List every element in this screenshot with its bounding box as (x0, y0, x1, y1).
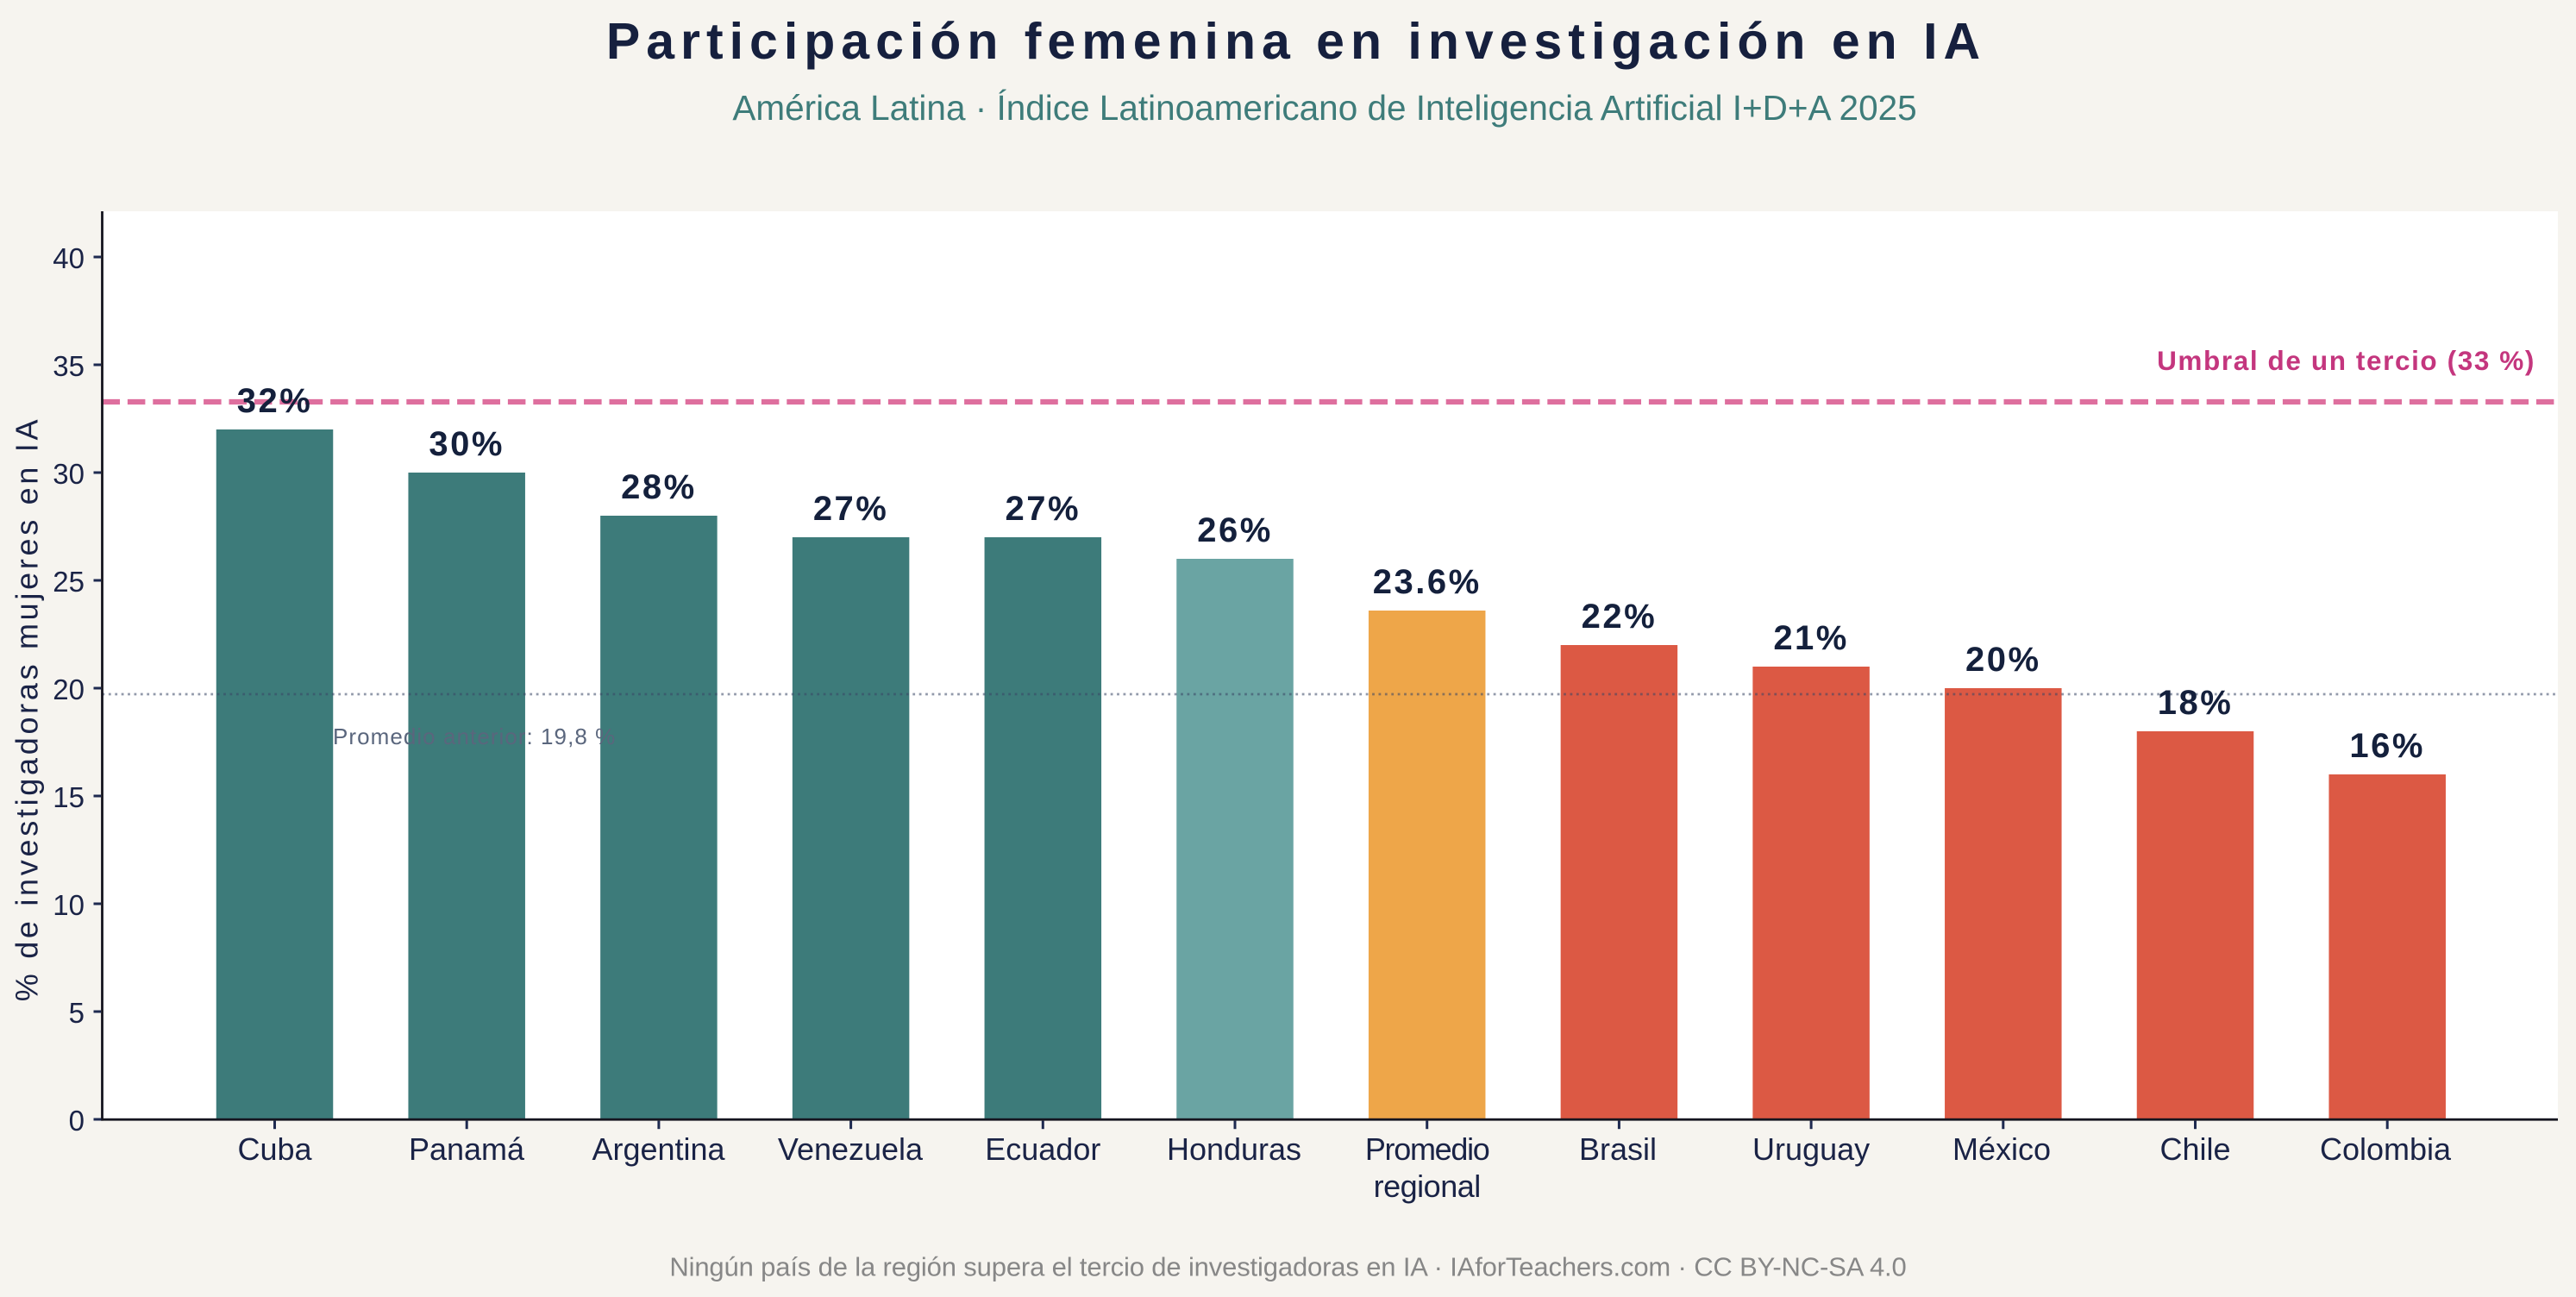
svg-text:10: 10 (53, 889, 85, 921)
svg-text:18%: 18% (2158, 684, 2234, 722)
svg-text:22%: 22% (1582, 598, 1658, 636)
svg-text:20: 20 (53, 674, 85, 705)
svg-text:0: 0 (69, 1105, 85, 1137)
svg-text:América Latina · Índice Latino: América Latina · Índice Latinoamericano … (732, 88, 1916, 128)
svg-text:21%: 21% (1773, 619, 1849, 657)
svg-text:Chile: Chile (2159, 1131, 2230, 1167)
svg-text:32%: 32% (237, 382, 313, 420)
svg-text:Brasil: Brasil (1579, 1131, 1657, 1167)
svg-text:26%: 26% (1197, 511, 1273, 549)
svg-text:30%: 30% (429, 425, 505, 463)
svg-text:México: México (1952, 1131, 2051, 1167)
svg-text:regional: regional (1374, 1169, 1481, 1204)
svg-text:Cuba: Cuba (237, 1131, 312, 1167)
svg-text:Ecuador: Ecuador (985, 1131, 1100, 1167)
svg-text:Argentina: Argentina (592, 1131, 725, 1167)
svg-text:Uruguay: Uruguay (1752, 1131, 1870, 1167)
svg-text:Panamá: Panamá (409, 1131, 525, 1167)
svg-text:5: 5 (69, 997, 85, 1029)
svg-text:40: 40 (53, 242, 85, 274)
svg-text:28%: 28% (621, 468, 697, 506)
svg-text:Promedio anterior: 19,8 %: Promedio anterior: 19,8 % (333, 724, 616, 749)
svg-text:Honduras: Honduras (1167, 1131, 1301, 1167)
svg-text:Colombia: Colombia (2320, 1131, 2452, 1167)
svg-text:Ningún país de la región super: Ningún país de la región supera el terci… (669, 1252, 1906, 1282)
svg-text:Promedio: Promedio (1365, 1131, 1489, 1167)
svg-text:15: 15 (53, 781, 85, 813)
svg-text:Venezuela: Venezuela (778, 1131, 924, 1167)
svg-text:27%: 27% (1006, 490, 1081, 528)
svg-text:Participación femenina en inve: Participación femenina en investigación … (606, 13, 1986, 70)
svg-text:16%: 16% (2349, 727, 2425, 765)
svg-text:23.6%: 23.6% (1373, 563, 1482, 601)
svg-text:20%: 20% (1965, 641, 2041, 679)
svg-text:25: 25 (53, 566, 85, 598)
svg-text:% de investigadoras mujeres en: % de investigadoras mujeres en IA (9, 417, 45, 1001)
svg-text:30: 30 (53, 458, 85, 490)
svg-text:Umbral de un tercio (33 %): Umbral de un tercio (33 %) (2157, 345, 2535, 376)
svg-text:27%: 27% (813, 490, 889, 528)
svg-text:35: 35 (53, 350, 85, 382)
